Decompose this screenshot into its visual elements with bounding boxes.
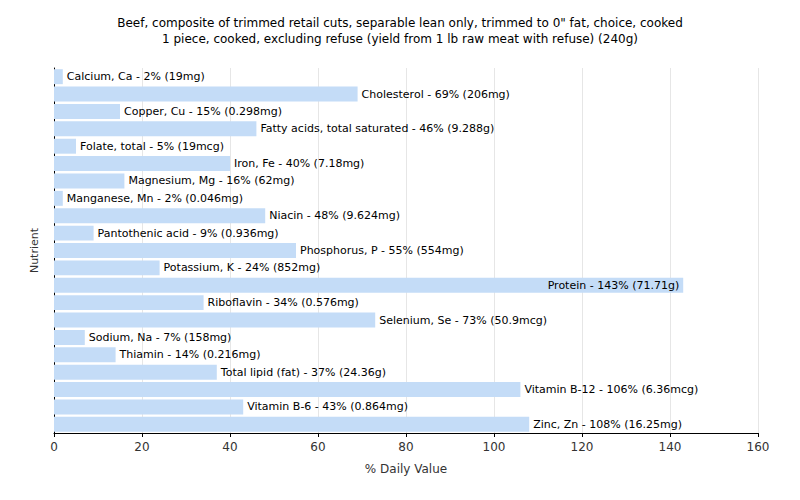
- svg-text:120: 120: [571, 440, 594, 454]
- svg-text:Vitamin B-6 - 43% (0.864mg): Vitamin B-6 - 43% (0.864mg): [247, 400, 408, 413]
- svg-text:Manganese, Mn - 2% (0.046mg): Manganese, Mn - 2% (0.046mg): [67, 192, 243, 205]
- svg-text:Potassium, K - 24% (852mg): Potassium, K - 24% (852mg): [164, 261, 321, 274]
- svg-text:0: 0: [50, 440, 58, 454]
- svg-text:1 piece, cooked, excluding ref: 1 piece, cooked, excluding refuse (yield…: [162, 32, 638, 46]
- svg-text:Calcium, Ca - 2% (19mg): Calcium, Ca - 2% (19mg): [67, 70, 205, 83]
- svg-text:Niacin - 48% (9.624mg): Niacin - 48% (9.624mg): [269, 209, 400, 222]
- svg-text:20: 20: [134, 440, 149, 454]
- svg-text:Folate, total - 5% (19mcg): Folate, total - 5% (19mcg): [80, 140, 224, 153]
- svg-text:Zinc, Zn - 108% (16.25mg): Zinc, Zn - 108% (16.25mg): [533, 418, 682, 431]
- svg-text:Protein - 143% (71.71g): Protein - 143% (71.71g): [548, 279, 680, 292]
- svg-text:100: 100: [483, 440, 506, 454]
- svg-text:160: 160: [747, 440, 770, 454]
- svg-text:% Daily Value: % Daily Value: [365, 462, 447, 476]
- svg-text:Beef, composite of trimmed ret: Beef, composite of trimmed retail cuts, …: [117, 16, 683, 30]
- svg-text:Total lipid (fat) - 37% (24.36: Total lipid (fat) - 37% (24.36g): [220, 366, 386, 379]
- svg-text:Copper, Cu - 15% (0.298mg): Copper, Cu - 15% (0.298mg): [124, 105, 282, 118]
- svg-text:140: 140: [659, 440, 682, 454]
- svg-text:Magnesium, Mg - 16% (62mg): Magnesium, Mg - 16% (62mg): [128, 174, 294, 187]
- svg-text:Cholesterol - 69% (206mg): Cholesterol - 69% (206mg): [362, 88, 510, 101]
- svg-text:Riboflavin - 34% (0.576mg): Riboflavin - 34% (0.576mg): [208, 296, 359, 309]
- svg-text:Phosphorus, P - 55% (554mg): Phosphorus, P - 55% (554mg): [300, 244, 464, 257]
- svg-text:Sodium, Na - 7% (158mg): Sodium, Na - 7% (158mg): [89, 331, 232, 344]
- svg-text:Fatty acids, total saturated -: Fatty acids, total saturated - 46% (9.28…: [260, 122, 494, 135]
- svg-text:Iron, Fe - 40% (7.18mg): Iron, Fe - 40% (7.18mg): [234, 157, 364, 170]
- svg-text:80: 80: [398, 440, 413, 454]
- svg-text:Pantothenic acid - 9% (0.936mg: Pantothenic acid - 9% (0.936mg): [98, 227, 279, 240]
- svg-text:40: 40: [222, 440, 237, 454]
- svg-text:Vitamin B-12 - 106% (6.36mcg): Vitamin B-12 - 106% (6.36mcg): [524, 383, 698, 396]
- svg-text:60: 60: [310, 440, 325, 454]
- svg-text:Thiamin - 14% (0.216mg): Thiamin - 14% (0.216mg): [119, 348, 261, 361]
- svg-text:Nutrient: Nutrient: [28, 227, 41, 273]
- svg-text:Selenium, Se - 73% (50.9mcg): Selenium, Se - 73% (50.9mcg): [379, 314, 547, 327]
